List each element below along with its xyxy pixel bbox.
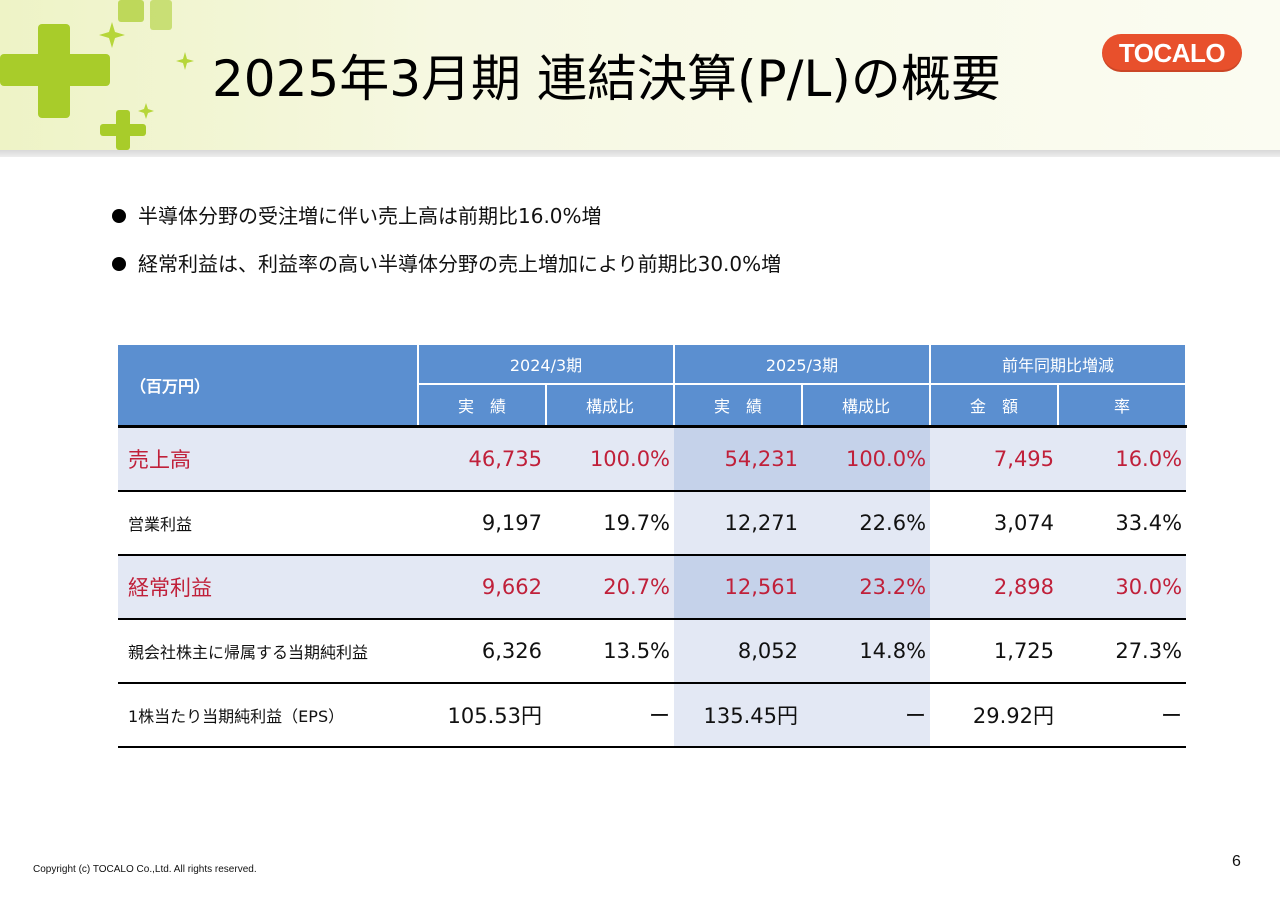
sparkle-decoration-icon [0,0,194,150]
subheader-composition: 構成比 [802,383,932,427]
page-title: 2025年3月期 連結決算(P/L)の概要 [212,50,1001,108]
row-label: 営業利益 [118,491,418,556]
bullet-text: 半導体分野の受注増に伴い売上高は前期比16.0%増 [138,204,602,228]
subheader-actual: 実 績 [418,383,547,427]
pl-summary-table: （百万円） 2024/3期 2025/3期 前年同期比増減 実 績 構成比 実 … [118,345,1188,748]
table-cell: 23.2% [802,555,931,620]
table-cell: 9,662 [418,555,546,620]
table-cell: 27.3% [1058,619,1187,684]
copyright-text: Copyright (c) TOCALO Co.,Ltd. All rights… [33,864,257,875]
table-cell: 8,052 [674,619,803,684]
table-cell: 100.0% [802,426,931,492]
table-subheader-row: 実 績 構成比 実 績 構成比 金 額 率 [118,383,1188,427]
table-cell: 1,725 [930,619,1059,684]
table-cell: 14.8% [802,619,931,684]
table-cell: ー [1058,683,1187,748]
table-cell: 30.0% [1058,555,1187,620]
table-row-net-sales: 売上高 46,735 100.0% 54,231 100.0% 7,495 16… [118,426,1187,492]
bullet-text: 経常利益は、利益率の高い半導体分野の売上増加により前期比30.0%増 [138,252,782,276]
table-cell: 3,074 [930,491,1059,556]
subheader-actual: 実 績 [674,383,804,427]
table-cell: 29.92円 [930,683,1059,748]
table-cell: 12,271 [674,491,803,556]
table-cell: ー [546,683,675,748]
table-cell: ー [802,683,931,748]
table-row-net-income: 親会社株主に帰属する当期純利益 6,326 13.5% 8,052 14.8% … [118,619,1187,684]
table-row-operating-income: 営業利益 9,197 19.7% 12,271 22.6% 3,074 33.4… [118,491,1187,556]
group-header-yoy-change: 前年同期比増減 [930,345,1188,384]
group-header-fy2025: 2025/3期 [674,345,932,384]
bullet-dot-icon [112,257,126,271]
page-number: 6 [1232,853,1241,870]
table-cell: 100.0% [546,426,675,492]
subheader-amount: 金 額 [930,383,1060,427]
row-label: 売上高 [118,426,418,492]
table-cell: 135.45円 [674,683,803,748]
table-cell: 54,231 [674,426,803,492]
summary-bullets: 半導体分野の受注増に伴い売上高は前期比16.0%増 経常利益は、利益率の高い半導… [112,200,781,296]
table-cell: 6,326 [418,619,546,684]
table-cell: 9,197 [418,491,546,556]
table-row-ordinary-income: 経常利益 9,662 20.7% 12,561 23.2% 2,898 30.0… [118,555,1187,620]
table-cell: 19.7% [546,491,675,556]
table-cell: 12,561 [674,555,803,620]
group-header-fy2024: 2024/3期 [418,345,676,384]
table-cell: 33.4% [1058,491,1187,556]
table-row-eps: 1株当たり当期純利益（EPS） 105.53円 ー 135.45円 ー 29.9… [118,683,1187,748]
table-cell: 13.5% [546,619,675,684]
bullet-item: 半導体分野の受注増に伴い売上高は前期比16.0%増 [112,200,781,248]
header-band [0,0,1280,157]
table-cell: 22.6% [802,491,931,556]
subheader-rate: 率 [1058,383,1188,427]
header-divider [0,150,1280,157]
table-header-row: （百万円） 2024/3期 2025/3期 前年同期比増減 [118,345,1188,427]
tocalo-logo: TOCALO [1102,34,1242,72]
table-cell: 2,898 [930,555,1059,620]
table-cell: 105.53円 [418,683,546,748]
subheader-composition: 構成比 [546,383,676,427]
table-cell: 7,495 [930,426,1059,492]
table-cell: 16.0% [1058,426,1187,492]
bullet-dot-icon [112,209,126,223]
row-label: 親会社株主に帰属する当期純利益 [118,619,418,684]
table-cell: 46,735 [418,426,546,492]
row-label: 経常利益 [118,555,418,620]
row-label: 1株当たり当期純利益（EPS） [118,683,418,748]
unit-label: （百万円） [118,345,419,427]
bullet-item: 経常利益は、利益率の高い半導体分野の売上増加により前期比30.0%増 [112,248,781,296]
table-cell: 20.7% [546,555,675,620]
